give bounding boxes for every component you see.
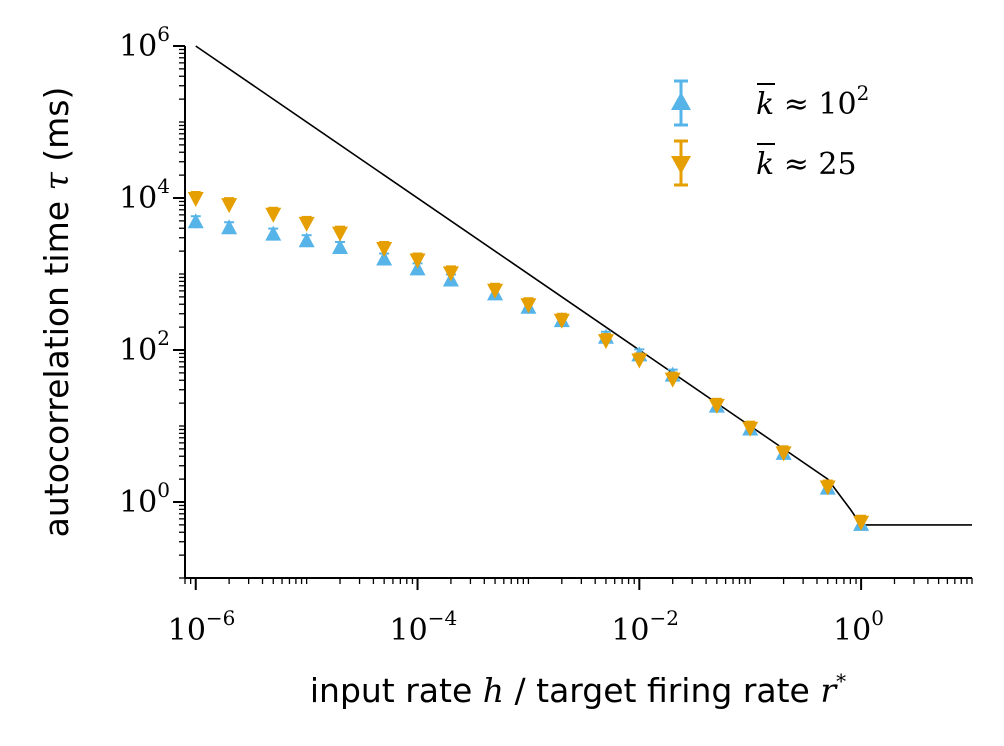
series-1 (187, 213, 870, 531)
data-point (742, 421, 759, 437)
data-point (265, 207, 282, 223)
data-point (187, 192, 204, 207)
x-tick-label: 10−6 (168, 606, 236, 648)
data-point (332, 238, 349, 254)
data-point (631, 353, 648, 369)
y-tick-label: 104 (119, 174, 170, 216)
x-tick-labels: 10−6 10−4 10−2 100 (168, 606, 884, 648)
x-ticks (184, 578, 973, 590)
data-markers (187, 191, 870, 531)
x-axis-label: input rate h / target firing rate r* (310, 669, 846, 710)
data-point (553, 313, 570, 329)
x-axis-label-prefix: input rate (310, 671, 483, 710)
data-point (376, 250, 393, 266)
legend: k ≈ 102 k ≈ 25 (671, 79, 869, 187)
legend-label-series-1: k ≈ 102 (756, 81, 869, 122)
data-point (376, 241, 393, 257)
data-point (332, 226, 349, 242)
data-point (265, 225, 282, 241)
data-point (708, 398, 725, 414)
y-axis-label-prefix: autocorrelation time (37, 190, 76, 537)
x-axis-label-var-h: h (483, 671, 504, 710)
data-point (520, 298, 537, 314)
data-point (221, 219, 238, 235)
data-point (187, 213, 204, 229)
y-axis-label: autocorrelation time τ (ms) (37, 87, 76, 538)
data-point (819, 480, 836, 496)
legend-marker-series-2 (671, 139, 691, 187)
data-point (853, 515, 870, 531)
data-point (597, 334, 614, 350)
series-2 (187, 191, 870, 531)
y-tick-labels: 100 102 104 106 (119, 22, 170, 520)
y-axis-label-suffix: (ms) (37, 87, 76, 173)
data-point (442, 266, 459, 282)
y-axis-label-var-tau: τ (37, 171, 76, 190)
data-point (298, 216, 315, 232)
data-point (775, 446, 792, 462)
y-tick-label: 102 (119, 326, 170, 368)
x-axis-label-var-r: r (820, 671, 838, 710)
x-axis-label-mid: / target firing rate (504, 671, 820, 710)
legend-marker-series-1 (671, 79, 691, 127)
y-tick-label: 106 (119, 22, 170, 64)
x-axis-label-star: * (836, 669, 846, 693)
data-point (409, 253, 426, 269)
y-ticks (173, 45, 185, 579)
x-tick-label: 10−4 (390, 606, 458, 648)
x-tick-label: 100 (833, 606, 884, 648)
data-point (664, 372, 681, 388)
data-point (298, 232, 315, 248)
axes-frame (184, 46, 972, 579)
legend-label-series-2: k ≈ 25 (756, 147, 857, 182)
data-point (221, 198, 238, 214)
y-tick-label: 100 (119, 478, 170, 520)
data-point (487, 283, 504, 299)
x-tick-label: 10−2 (611, 606, 679, 648)
